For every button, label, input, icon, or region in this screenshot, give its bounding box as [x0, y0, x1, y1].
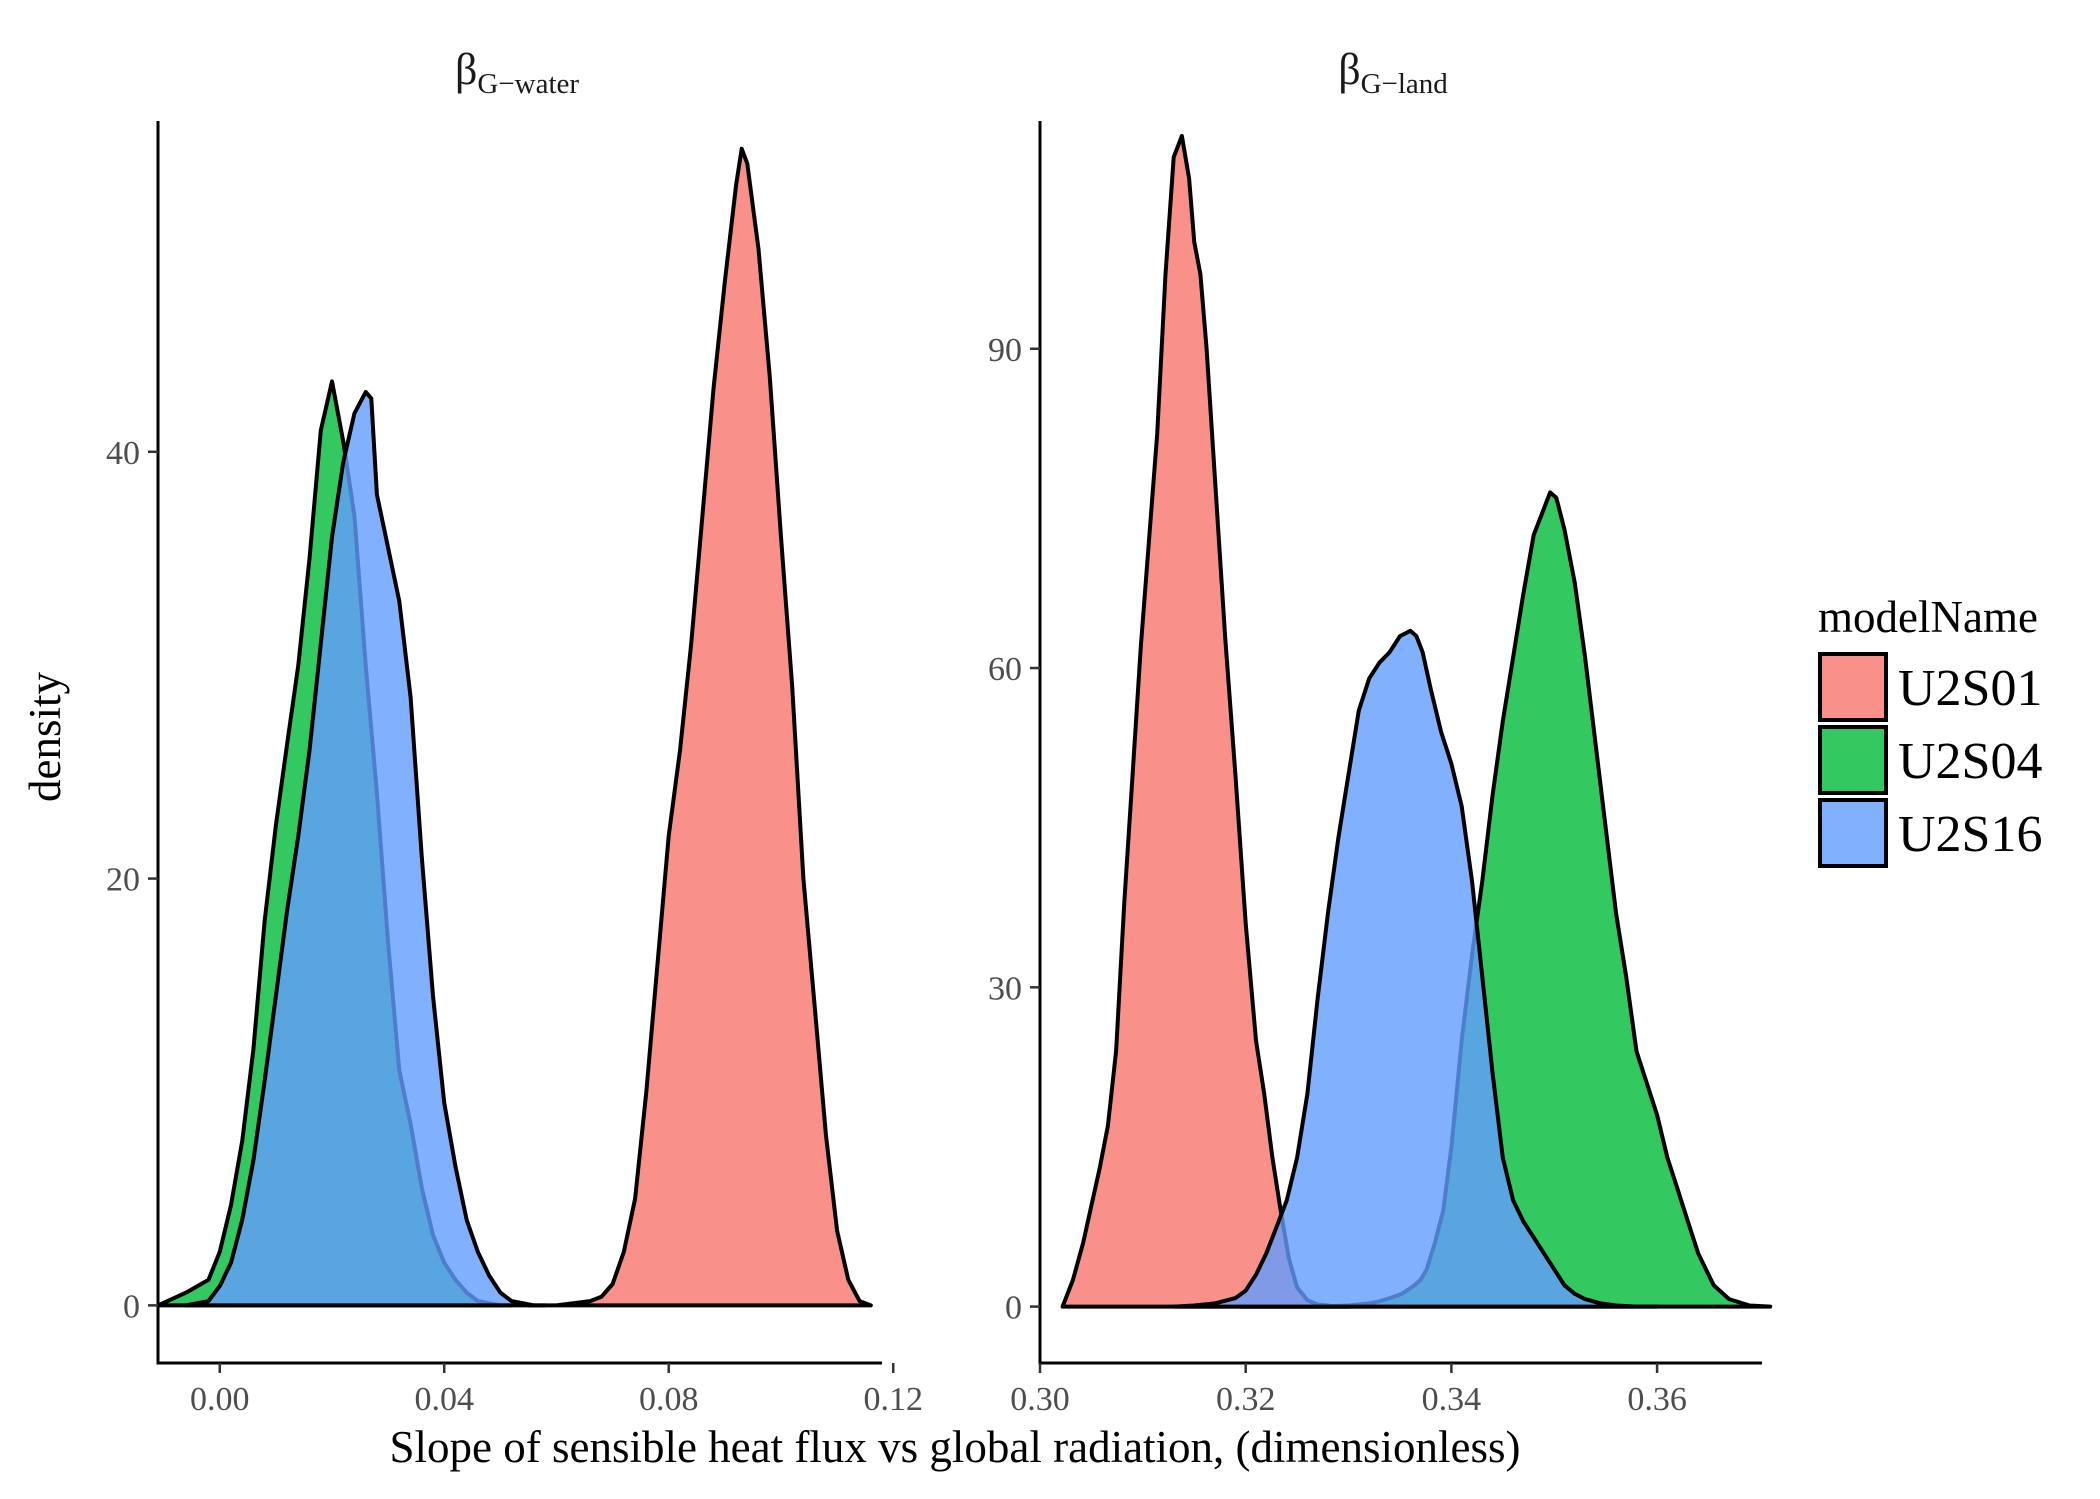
panel-axes: 0.00 0.04 0.08 0.12 0 20 40	[106, 121, 923, 1418]
legend-label-u2s04: U2S04	[1898, 733, 2042, 790]
x-tick-label: 0.30	[1010, 1381, 1070, 1418]
x-tick-label: 0.12	[863, 1381, 923, 1418]
density-area-u2s16	[1171, 628, 1660, 1309]
panel-beta-g-water: βG−water 0.00 0.04 0.08 0.12 0 20 40	[106, 45, 923, 1418]
density-areas	[1060, 133, 1773, 1309]
panel-title-g-water: βG−water	[455, 45, 579, 100]
legend-item-u2s01: U2S01	[1818, 652, 2042, 722]
panel-axes: 0.30 0.32 0.34 0.36 0 30 60 90	[988, 121, 1762, 1418]
y-tick-label: 0	[123, 1288, 140, 1325]
legend-key-u2s16	[1818, 798, 1888, 868]
legend-item-u2s04: U2S04	[1818, 725, 2042, 795]
y-tick-label: 0	[1005, 1290, 1022, 1327]
x-tick-label: 0.04	[414, 1381, 474, 1418]
y-tick-label: 30	[988, 970, 1022, 1007]
panel-title-g-land: βG−land	[1338, 45, 1448, 100]
legend-item-u2s16: U2S16	[1818, 798, 2042, 868]
legend-key-u2s04	[1818, 725, 1888, 795]
y-tick-label: 90	[988, 332, 1022, 369]
density-area-u2s16	[184, 390, 548, 1308]
x-axis-title: Slope of sensible heat flux vs global ra…	[389, 1422, 1520, 1472]
x-tick-label: 0.36	[1627, 1381, 1687, 1418]
density-areas	[156, 146, 873, 1308]
legend-title: modelName	[1818, 592, 2038, 642]
x-tick-label: 0.32	[1216, 1381, 1276, 1418]
x-tick-label: 0.08	[639, 1381, 699, 1418]
legend-key-u2s01	[1818, 652, 1888, 722]
y-tick-label: 60	[988, 651, 1022, 688]
x-tick-label: 0.34	[1422, 1381, 1482, 1418]
y-axis-title: density	[20, 672, 70, 802]
y-tick-label: 20	[106, 862, 140, 899]
panel-beta-g-land: βG−land 0.30 0.32 0.34 0.36 0 30 60 90	[988, 45, 1773, 1418]
density-area-u2s01	[526, 146, 873, 1308]
y-tick-label: 40	[106, 435, 140, 472]
legend-label-u2s01: U2S01	[1898, 660, 2042, 717]
legend: modelName U2S01 U2S04 U2S16	[1818, 592, 2042, 868]
x-tick-label: 0.00	[190, 1381, 250, 1418]
legend-label-u2s16: U2S16	[1898, 806, 2042, 863]
